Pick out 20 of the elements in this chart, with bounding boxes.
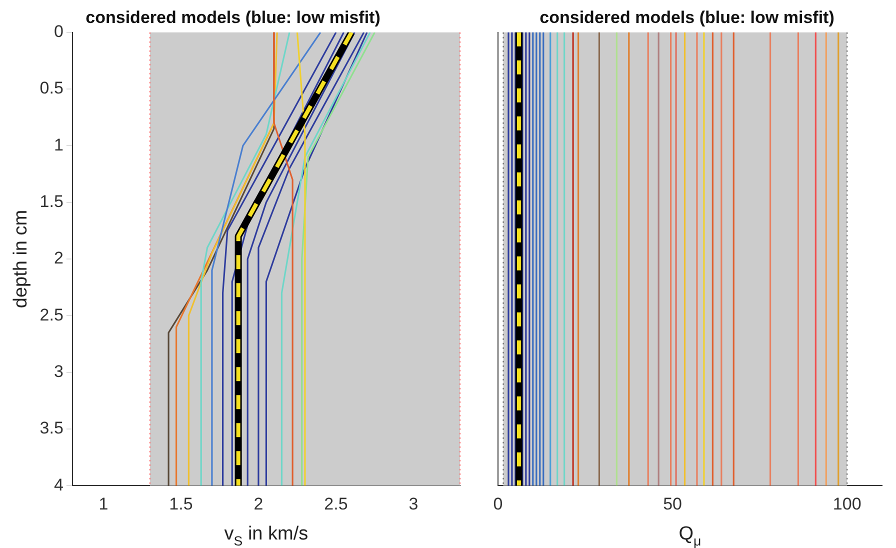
x-tick-label: 2 [254,494,264,514]
y-tick-label: 2 [54,248,64,268]
x-tick-label: 1 [98,494,108,514]
x-tick-label: 100 [832,494,862,514]
x-tick-label: 2.5 [324,494,348,514]
x-tick-label: 0 [493,494,503,514]
y-tick-label: 4 [54,475,64,494]
y-tick-label: 3 [54,362,64,381]
chart-title: considered models (blue: low misfit) [540,8,834,27]
chart-title: considered models (blue: low misfit) [86,8,380,27]
y-tick-label: 3.5 [40,418,64,438]
y-tick-label: 1 [54,135,64,154]
y-tick-label: 2.5 [40,305,64,324]
y-tick-label: 0 [54,22,64,42]
x-tick-label: 50 [663,494,682,514]
x-tick-label: 1.5 [169,494,193,514]
y-axis-title: depth in cm [10,210,32,308]
x-tick-label: 3 [408,494,418,514]
y-tick-label: 1.5 [40,192,64,212]
y-tick-label: 0.5 [40,78,64,98]
